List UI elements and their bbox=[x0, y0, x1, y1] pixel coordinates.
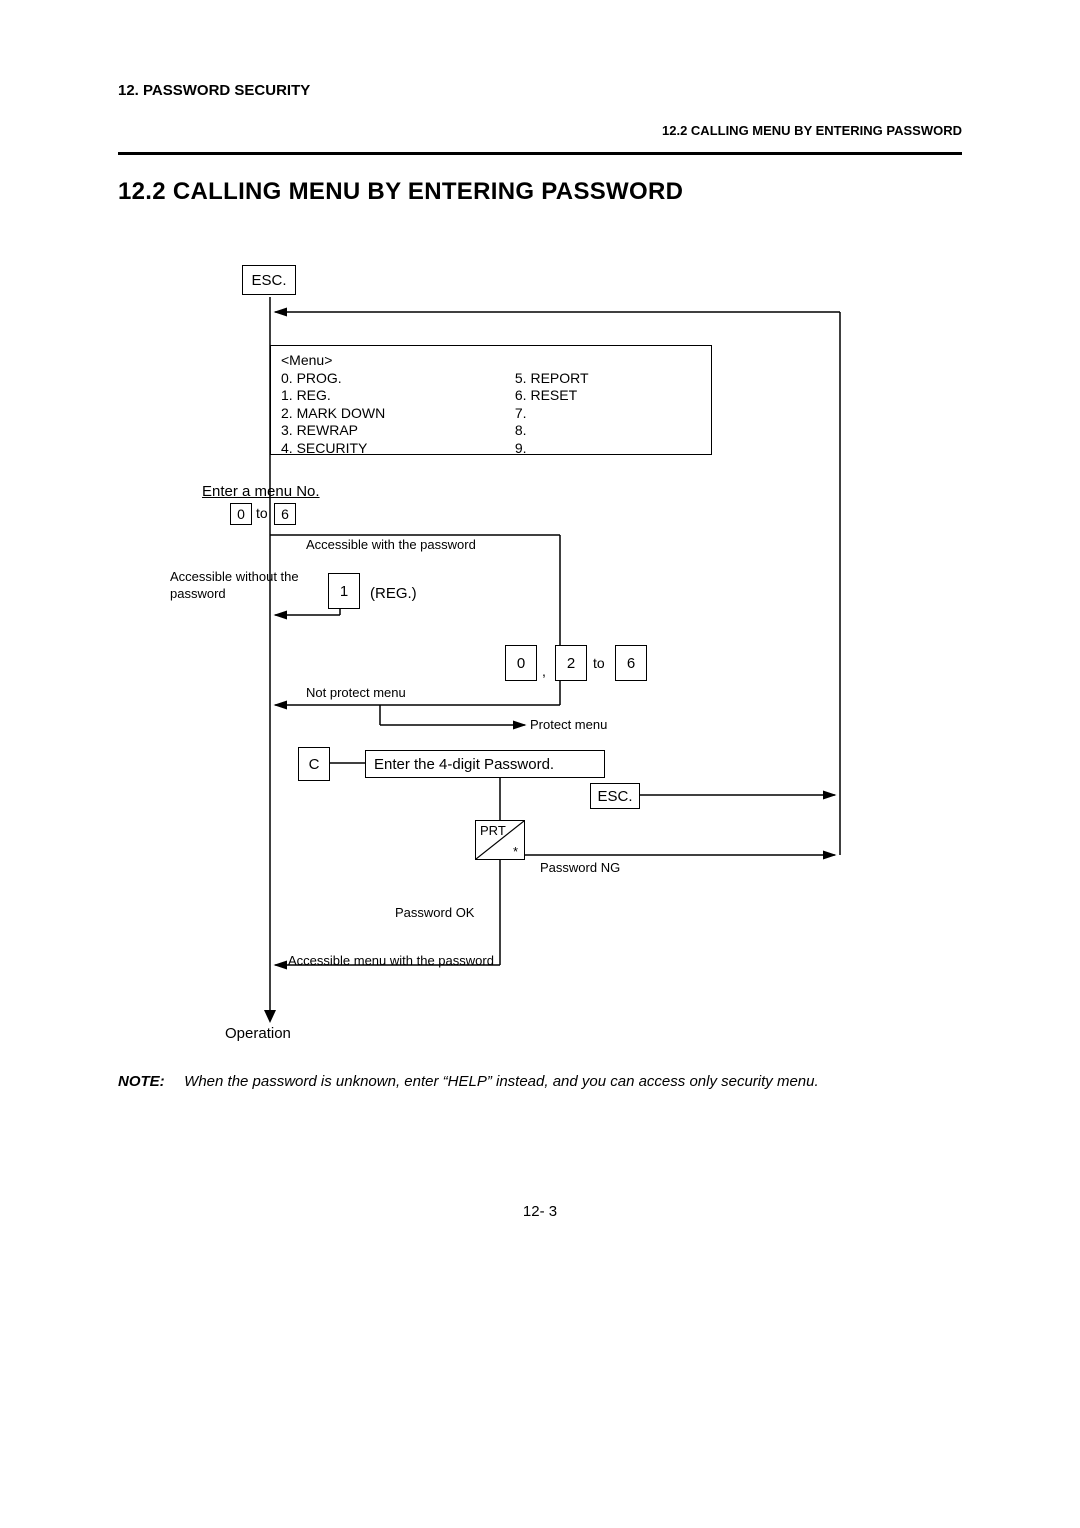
page-number: 12- 3 bbox=[0, 1203, 1080, 1220]
key-c: C bbox=[298, 747, 330, 781]
menu-item: 7. bbox=[515, 405, 665, 423]
accessible-with-label: Accessible with the password bbox=[306, 537, 476, 552]
menu-item: 9. bbox=[515, 440, 665, 458]
star-label: * bbox=[513, 844, 518, 859]
not-protect-label: Not protect menu bbox=[306, 685, 406, 700]
key-6-label: 6 bbox=[281, 506, 289, 522]
accessible-without-label: Accessible without the password bbox=[170, 569, 300, 603]
prt-key-box: PRT * bbox=[475, 820, 525, 860]
header-right: 12.2 CALLING MENU BY ENTERING PASSWORD bbox=[662, 123, 962, 138]
menu-item: 4. SECURITY bbox=[281, 440, 511, 458]
comma-label: , bbox=[542, 663, 546, 679]
reg-label: (REG.) bbox=[370, 585, 417, 602]
header-left: 12. PASSWORD SECURITY bbox=[118, 82, 310, 99]
key-0-label: 0 bbox=[237, 506, 245, 522]
menu-item: 3. REWRAP bbox=[281, 422, 511, 440]
key-2: 2 bbox=[555, 645, 587, 681]
key-6b: 6 bbox=[615, 645, 647, 681]
accessible-menu-with-label: Accessible menu with the password bbox=[288, 953, 494, 968]
esc-key-box: ESC. bbox=[242, 265, 296, 295]
to-label: to bbox=[256, 505, 268, 521]
menu-item: 1. REG. bbox=[281, 387, 511, 405]
password-ng-label: Password NG bbox=[540, 860, 620, 875]
enter-menu-label: Enter a menu No. bbox=[202, 483, 320, 500]
section-title: 12.2 CALLING MENU BY ENTERING PASSWORD bbox=[118, 178, 683, 206]
esc2-label: ESC. bbox=[597, 788, 632, 805]
operation-label: Operation bbox=[225, 1025, 291, 1042]
note-block: NOTE: When the password is unknown, ente… bbox=[118, 1072, 962, 1092]
page: 12. PASSWORD SECURITY 12.2 CALLING MENU … bbox=[0, 0, 1080, 1528]
menu-item: 8. bbox=[515, 422, 665, 440]
key-0b: 0 bbox=[505, 645, 537, 681]
prt-label: PRT bbox=[480, 823, 506, 838]
to2-label: to bbox=[593, 655, 605, 671]
menu-item: 0. PROG. bbox=[281, 370, 511, 388]
menu-item: 6. RESET bbox=[515, 387, 665, 405]
key-0b-label: 0 bbox=[517, 655, 525, 672]
key-1: 1 bbox=[328, 573, 360, 609]
menu-list-box: <Menu> 0. PROG. 1. REG. 2. MARK DOWN 3. … bbox=[270, 345, 712, 455]
protect-menu-label: Protect menu bbox=[530, 717, 607, 732]
password-ok-label: Password OK bbox=[395, 905, 474, 920]
menu-item: 5. REPORT bbox=[515, 370, 665, 388]
header-rule bbox=[118, 152, 962, 155]
key-2-label: 2 bbox=[567, 655, 575, 672]
key-c-label: C bbox=[309, 756, 320, 773]
key-6: 6 bbox=[274, 503, 296, 525]
enter-password-label: Enter the 4-digit Password. bbox=[374, 756, 554, 773]
key-0: 0 bbox=[230, 503, 252, 525]
esc-label: ESC. bbox=[251, 272, 286, 289]
note-label: NOTE: bbox=[118, 1072, 180, 1092]
menu-item: 2. MARK DOWN bbox=[281, 405, 511, 423]
note-text: When the password is unknown, enter “HEL… bbox=[184, 1072, 954, 1092]
esc2-box: ESC. bbox=[590, 783, 640, 809]
enter-password-box: Enter the 4-digit Password. bbox=[365, 750, 605, 778]
key-1-label: 1 bbox=[340, 583, 348, 600]
key-6b-label: 6 bbox=[627, 655, 635, 672]
menu-title: <Menu> bbox=[281, 352, 701, 370]
flowchart: ESC. <Menu> 0. PROG. 1. REG. 2. MARK DOW… bbox=[170, 265, 870, 1045]
